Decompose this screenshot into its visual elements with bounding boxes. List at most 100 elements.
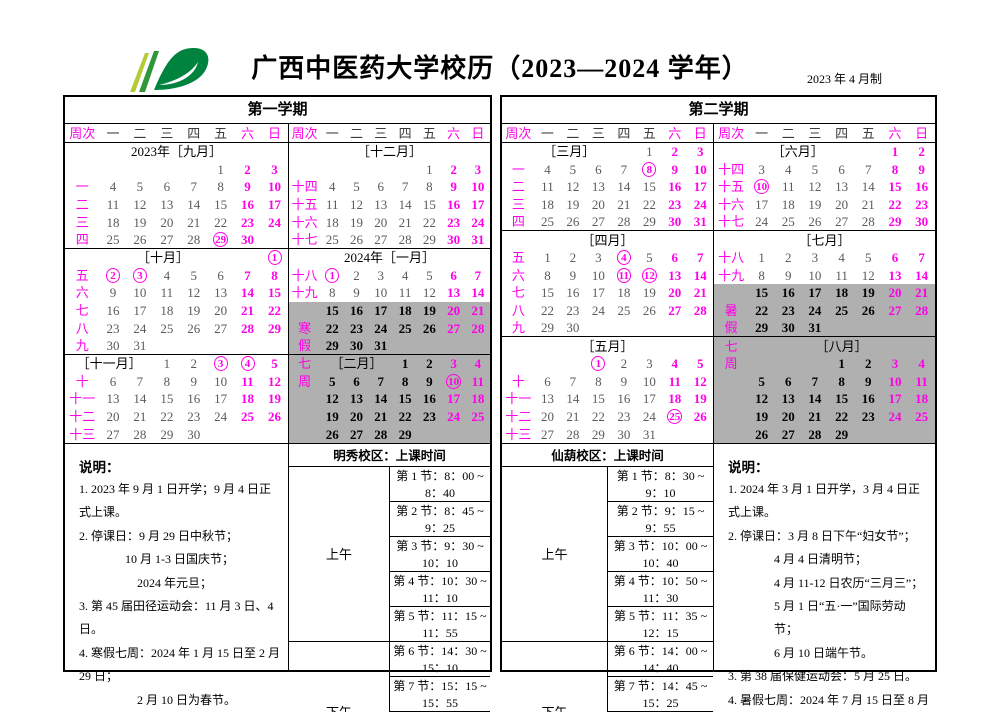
day-cell: 1 (153, 354, 181, 373)
day-cell: 20 (106, 408, 120, 424)
day-cell: 23 (422, 408, 436, 424)
day-cell: 12 (861, 267, 875, 283)
timetable-row: 第 5 节：11：35 ~ 12：15 (502, 605, 713, 641)
day-cell: 4 (671, 355, 679, 371)
day-cell: 14 (133, 391, 147, 407)
day-cell: 2 (865, 355, 872, 371)
day-cell: 28 (915, 302, 929, 318)
day-cell: 30 (781, 320, 795, 336)
holiday-circled-day: 3 (132, 267, 147, 283)
day-cell: 3 (811, 249, 819, 265)
day-cell (662, 319, 687, 337)
day-cell: 11 (541, 179, 554, 195)
day-cell: 2 (100, 266, 127, 284)
day-cell: 22 (591, 408, 605, 424)
day-cell: 14 (398, 197, 412, 212)
calendar-row: 26 27 28 29 (714, 425, 935, 443)
day-cell: 19 (642, 285, 656, 301)
holiday-circled-day: 10 (754, 179, 770, 195)
weekday-header-cell: 二 (344, 124, 369, 144)
day-cell: 23 (781, 302, 795, 318)
day-cell: 14 (374, 391, 388, 407)
week-number-label: 十四 (291, 179, 318, 195)
day-cell: 11 (326, 197, 339, 212)
week-number-label: 十五 (291, 197, 318, 212)
day-cell: 29 (268, 320, 281, 336)
day-cell: 4 (544, 161, 551, 177)
day-cell: 12 (187, 285, 201, 301)
week-number-label: 十五 (718, 179, 745, 195)
day-cell: 11 (241, 373, 254, 389)
time-of-day-label: 下午 (289, 640, 390, 712)
day-cell: 19 (566, 197, 580, 212)
day-cell: 24 (693, 197, 707, 212)
day-cell: 3 (758, 161, 765, 177)
semester-1-timetable: 明秀校区：上课时间 上午第 1 节：8：00 ~ 8：40 第 2 节：8：45 ~… (289, 444, 490, 712)
day-cell: 8 (838, 373, 845, 389)
day-cell: 18 (160, 302, 174, 318)
calendar-row: 十四 3 4 5 6 7 8 9 (714, 160, 935, 178)
day-cell (688, 319, 713, 337)
week-number-label: 二 (75, 197, 89, 212)
day-cell: 12 (422, 285, 436, 301)
weekday-header-cell: 周次 (65, 124, 100, 144)
day-cell: 8 (891, 161, 899, 177)
day-cell: 19 (350, 214, 364, 230)
day-cell: 7 (620, 161, 628, 177)
day-cell: 21 (374, 408, 388, 424)
week-number-label: 八 (75, 320, 89, 336)
day-cell (344, 160, 368, 178)
day-cell (662, 425, 687, 443)
day-cell (261, 425, 288, 443)
day-cell: 10 (693, 161, 707, 177)
day-cell: 2 (569, 249, 577, 265)
calendar-row: 九 30 31 (65, 337, 288, 355)
day-cell: 10 (133, 285, 147, 301)
week-number-label: 暑 (724, 302, 738, 318)
week-number-label (714, 425, 748, 443)
day-cell: 6 (544, 373, 551, 389)
day-cell: 17 (808, 285, 822, 301)
timetable-row: 上午第 1 节：8：00 ~ 8：40 (289, 465, 490, 641)
note-line: 4. 暑假七周：2024 年 7 月 15 日至 8 月 29 日。 (728, 692, 930, 707)
weekday-header-cell: 二 (126, 124, 154, 144)
day-cell: 27 (781, 426, 795, 442)
day-cell: 27 (668, 302, 682, 318)
day-cell: 5 (758, 373, 765, 389)
weekday-header-cell: 五 (417, 124, 442, 144)
holiday-circled-day: 1 (591, 355, 606, 371)
day-cell: 17 (374, 302, 388, 318)
week-number-label (502, 355, 535, 373)
day-cell (855, 319, 882, 337)
calendar-row: 十六 18 19 20 21 22 23 24 (289, 213, 490, 231)
calendar-row: 二 11 12 13 14 15 16 17 (502, 178, 713, 196)
day-cell: 10 (374, 285, 388, 301)
day-cell: 6 (163, 179, 171, 195)
note-line: 6 月 10 日端午节。 (774, 645, 874, 660)
calendar-row: ［十一月］ 1 2 3 4 5 (65, 354, 288, 373)
day-cell: 11 (611, 266, 636, 284)
day-cell: 7 (244, 267, 251, 283)
day-cell: 4 (234, 354, 261, 373)
day-cell: 27 (350, 426, 364, 442)
day-cell (234, 425, 261, 443)
day-cell: 12 (637, 266, 662, 284)
semester-2-title: 第二学期 (502, 97, 935, 124)
day-cell: 11 (668, 373, 681, 389)
day-cell: 29 (540, 320, 554, 336)
calendar-row: 二 11 12 13 14 15 16 17 (65, 196, 288, 214)
day-cell: 2 (620, 355, 628, 371)
day-cell: 25 (106, 232, 120, 248)
day-cell: 6 (785, 373, 792, 389)
week-number-label: 十六 (291, 214, 318, 230)
calendar-row: 19 20 21 22 23 24 25 (714, 407, 935, 426)
day-cell: 24 (642, 408, 656, 424)
calendar-row: 十七 25 26 27 28 29 30 31 (289, 231, 490, 249)
calendar-row: 十四 4 5 6 7 8 9 10 (289, 178, 490, 196)
day-cell: 23 (861, 408, 875, 424)
day-cell: 26 (350, 232, 364, 248)
day-cell: 7 (811, 373, 819, 389)
weekday-header-cell: 三 (801, 124, 829, 144)
semester-2-bottom-section: 仙葫校区：上课时间 上午第 1 节：8：30 ~ 9：10 第 2 节：9：15 ~… (502, 444, 935, 712)
